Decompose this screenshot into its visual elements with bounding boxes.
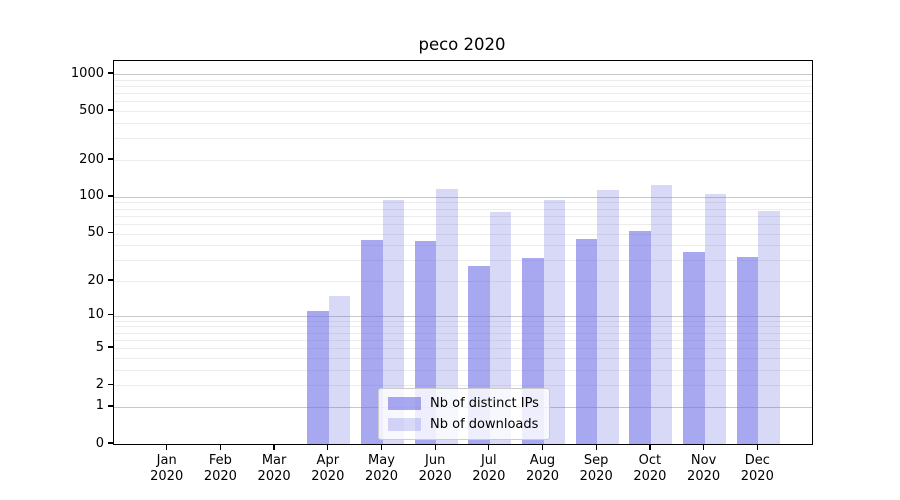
- y-axis-tick-label: 200: [79, 151, 104, 167]
- bar-jul-downloads: [489, 212, 512, 444]
- legend-label-distinct-ips: Nb of distinct IPs: [430, 396, 539, 411]
- legend: Nb of distinct IPs Nb of downloads: [378, 388, 550, 440]
- x-axis-tick-label: Aug 2020: [525, 453, 560, 484]
- y-axis-tick-label: 1: [95, 398, 104, 414]
- legend-swatch-distinct-ips: [388, 397, 421, 410]
- legend-item-downloads: Nb of downloads: [388, 417, 539, 432]
- minor-gridline: [114, 320, 812, 322]
- y-axis-tick: [108, 158, 113, 160]
- y-axis-tick: [108, 231, 113, 234]
- y-axis-tick-label: 10: [87, 307, 104, 323]
- y-axis-tick-label: 0: [95, 435, 104, 451]
- x-axis-tick-label: Sep 2020: [579, 453, 613, 484]
- minor-gridline: [114, 223, 812, 225]
- bar-aug-downloads: [543, 199, 565, 444]
- minor-gridline: [114, 332, 812, 334]
- x-axis-tick: [380, 444, 383, 450]
- x-axis-tick-label: Feb 2020: [203, 453, 237, 484]
- bar-oct-downloads: [650, 185, 673, 444]
- major-gridline: [114, 74, 812, 75]
- minor-gridline: [114, 86, 812, 87]
- x-axis-tick-label: Dec 2020: [740, 453, 774, 484]
- legend-swatch-downloads: [388, 418, 421, 431]
- y-axis-tick-label: 100: [79, 188, 104, 204]
- y-axis-tick-label: 2: [95, 376, 104, 392]
- y-axis-tick: [108, 405, 113, 407]
- bar-dec-downloads: [758, 210, 780, 444]
- x-axis-tick: [702, 444, 705, 450]
- x-axis-tick-label: Jul 2020: [472, 453, 506, 484]
- minor-gridline: [114, 202, 812, 204]
- x-axis-tick: [541, 444, 544, 450]
- minor-gridline: [114, 138, 812, 140]
- bar-nov-distinct-ips: [683, 252, 705, 444]
- minor-gridline: [114, 111, 812, 113]
- bar-may-downloads: [382, 199, 404, 444]
- major-gridline: [114, 315, 812, 317]
- y-axis-tick: [108, 279, 113, 281]
- y-axis-tick: [108, 313, 113, 316]
- x-axis-tick-label: Apr 2020: [311, 453, 345, 484]
- x-axis-tick: [756, 444, 758, 450]
- bar-sep-downloads: [597, 190, 619, 444]
- x-axis-tick: [219, 444, 222, 450]
- minor-gridline: [114, 208, 812, 210]
- x-axis-tick-label: May 2020: [364, 453, 399, 484]
- x-axis-tick-label: Nov 2020: [687, 453, 721, 484]
- bar-apr-distinct-ips: [307, 310, 329, 444]
- y-axis-tick-label: 20: [87, 272, 104, 288]
- bar-oct-distinct-ips: [629, 231, 651, 444]
- y-axis-tick-label: 500: [79, 102, 104, 118]
- x-axis-tick: [649, 444, 651, 450]
- y-axis-tick: [108, 442, 113, 444]
- minor-gridline: [114, 79, 812, 81]
- x-axis-tick-label: Jun 2020: [418, 453, 452, 484]
- x-axis-tick: [327, 444, 329, 450]
- y-axis-tick: [108, 72, 113, 74]
- minor-gridline: [114, 101, 812, 103]
- y-axis-tick: [108, 383, 113, 385]
- minor-gridline: [114, 245, 812, 247]
- bar-apr-downloads: [328, 295, 351, 444]
- minor-gridline: [114, 339, 812, 341]
- y-axis-tick-label: 1000: [70, 65, 104, 81]
- minor-gridline: [114, 93, 812, 95]
- minor-gridline: [114, 369, 812, 371]
- minor-gridline: [114, 357, 812, 359]
- y-axis-tick: [108, 346, 113, 348]
- x-axis-tick: [595, 444, 597, 450]
- minor-gridline: [114, 123, 812, 124]
- y-axis-tick-label: 5: [95, 339, 104, 355]
- x-axis-tick: [273, 444, 275, 450]
- x-axis-tick: [434, 444, 436, 450]
- bar-may-distinct-ips: [361, 240, 383, 444]
- minor-gridline: [114, 233, 812, 235]
- minor-gridline: [114, 348, 812, 350]
- bar-dec-distinct-ips: [736, 256, 759, 444]
- legend-label-downloads: Nb of downloads: [430, 417, 539, 432]
- major-gridline: [114, 196, 812, 198]
- bar-jun-downloads: [436, 188, 458, 444]
- bar-nov-downloads: [704, 194, 727, 444]
- minor-gridline: [114, 326, 812, 328]
- x-axis-tick-label: Mar 2020: [257, 453, 291, 484]
- minor-gridline: [114, 281, 812, 282]
- y-axis-tick: [108, 195, 113, 197]
- x-axis-tick-label: Oct 2020: [633, 453, 667, 484]
- minor-gridline: [114, 260, 812, 262]
- y-axis-tick-label: 50: [87, 225, 104, 240]
- x-axis-tick: [488, 444, 490, 450]
- bar-sep-distinct-ips: [575, 239, 598, 444]
- y-axis-tick: [108, 109, 113, 111]
- minor-gridline: [114, 385, 812, 387]
- x-axis-tick-label: Jan 2020: [150, 453, 184, 484]
- legend-item-distinct-ips: Nb of distinct IPs: [388, 396, 539, 411]
- minor-gridline: [114, 215, 812, 217]
- x-axis-tick: [166, 444, 168, 450]
- page-title: peco 2020: [418, 35, 506, 54]
- minor-gridline: [114, 160, 812, 161]
